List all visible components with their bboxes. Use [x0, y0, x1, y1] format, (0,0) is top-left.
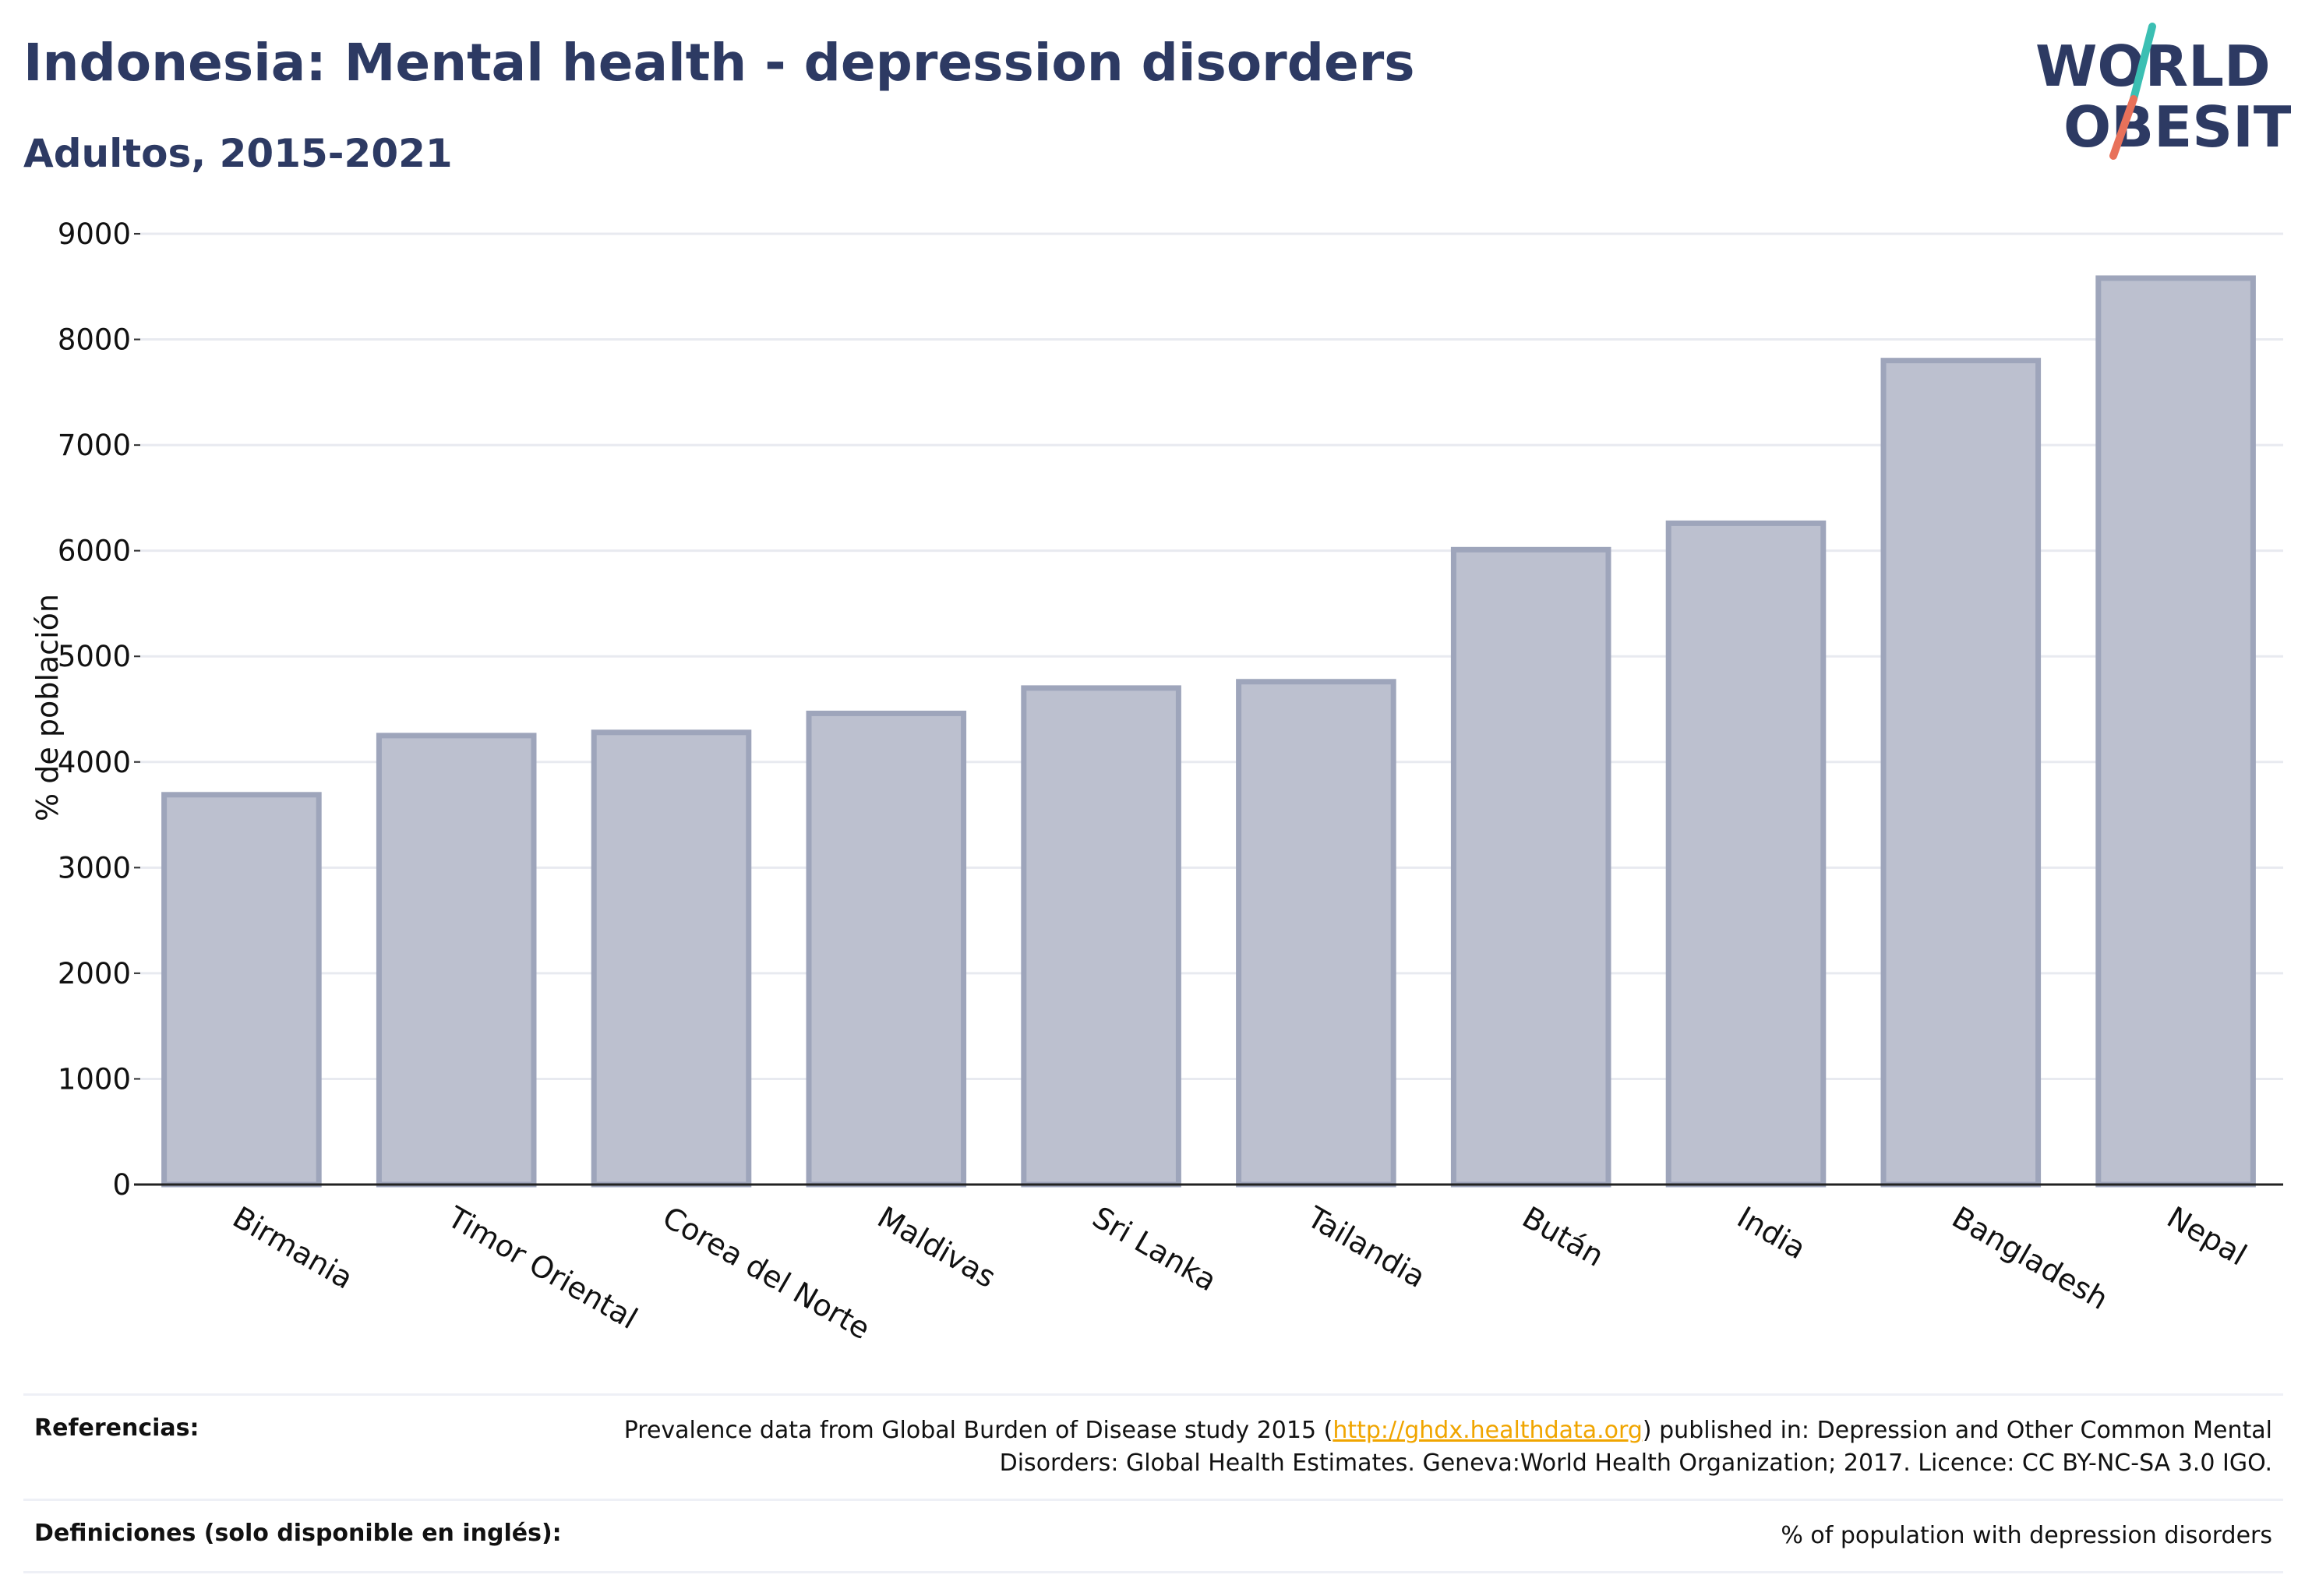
logo-slash-bottom [2109, 95, 2137, 160]
references-label: Referencias: [34, 1414, 199, 1442]
bar-birmania [161, 792, 322, 1188]
references-text: Prevalence data from Global Burden of Di… [597, 1414, 2272, 1480]
y-tick-label: 7000 [58, 429, 131, 462]
references-link[interactable]: http://ghdx.healthdata.org [1333, 1417, 1643, 1444]
chart-title: Indonesia: Mental health - depression di… [23, 33, 1415, 93]
y-tick-label: 3000 [58, 851, 131, 885]
x-tick-label: Tailandia [1301, 1199, 1431, 1294]
bar-nepal [2095, 275, 2256, 1188]
x-tick-label: Birmania [227, 1200, 358, 1296]
y-tick-label: 6000 [58, 535, 131, 568]
y-tick-label: 8000 [58, 323, 131, 357]
chart-subtitle: Adultos, 2015-2021 [23, 131, 453, 176]
bar-maldivas [806, 710, 967, 1188]
bar-timor-oriental [376, 733, 537, 1188]
y-tick-label: 4000 [58, 746, 131, 779]
y-tick-label: 0 [112, 1168, 131, 1202]
bar-sri-lanka [1021, 685, 1181, 1188]
x-tick-label: Nepal [2162, 1200, 2253, 1273]
y-tick-label: 1000 [58, 1062, 131, 1096]
x-tick-label: Corea del Norte [657, 1200, 876, 1347]
bar-bangladesh [1880, 358, 2042, 1188]
bar-india [1665, 520, 1827, 1188]
y-tick-label: 9000 [58, 217, 131, 251]
references-text-part-1: Prevalence data from Global Burden of Di… [623, 1417, 1333, 1444]
x-tick-label: India [1731, 1200, 1812, 1266]
x-tick-label: Timor Oriental [441, 1199, 643, 1336]
bars [161, 275, 2256, 1188]
world-obesity-logo: WORLD OBESITY [2035, 23, 2291, 160]
references-text-part-2: ) published in: Depression and Other Com… [999, 1417, 2272, 1477]
logo-line-1: WORLD [2035, 34, 2271, 99]
x-tick-label: Sri Lanka [1087, 1200, 1223, 1298]
footer: Referencias: Prevalence data from Global… [23, 1393, 2283, 1573]
bar-corea-del-norte [591, 729, 752, 1188]
definitions-text: % of population with depression disorder… [1781, 1522, 2272, 1549]
references-row: Referencias: Prevalence data from Global… [23, 1393, 2283, 1499]
bar-chart: 0 1000 2000 3000 4000 5000 6000 7000 8000 9000 Bi… [30, 217, 2283, 1346]
x-axis-labels: Birmania Timor Oriental Corea del NorteMal… [227, 1199, 2252, 1346]
definitions-label: Definiciones (solo disponible en inglés)… [34, 1520, 562, 1547]
y-axis-ticks: 0 1000 2000 3000 4000 5000 6000 7000 8000 9000 [58, 217, 140, 1202]
y-tick-label: 2000 [58, 957, 131, 990]
x-tick-label: Maldivas [872, 1200, 1002, 1295]
y-tick-label: 5000 [58, 640, 131, 673]
x-tick-label: Bután [1516, 1200, 1609, 1273]
logo-slash-top [2130, 23, 2156, 103]
logo-line-2: OBESITY [2063, 94, 2291, 160]
definitions-row: Definiciones (solo disponible en inglés)… [23, 1499, 2283, 1573]
x-tick-label: Bangladesh [1947, 1200, 2114, 1317]
bar-but-n [1450, 546, 1611, 1188]
y-axis-label: % de población [30, 594, 65, 821]
bar-tailandia [1236, 679, 1396, 1188]
